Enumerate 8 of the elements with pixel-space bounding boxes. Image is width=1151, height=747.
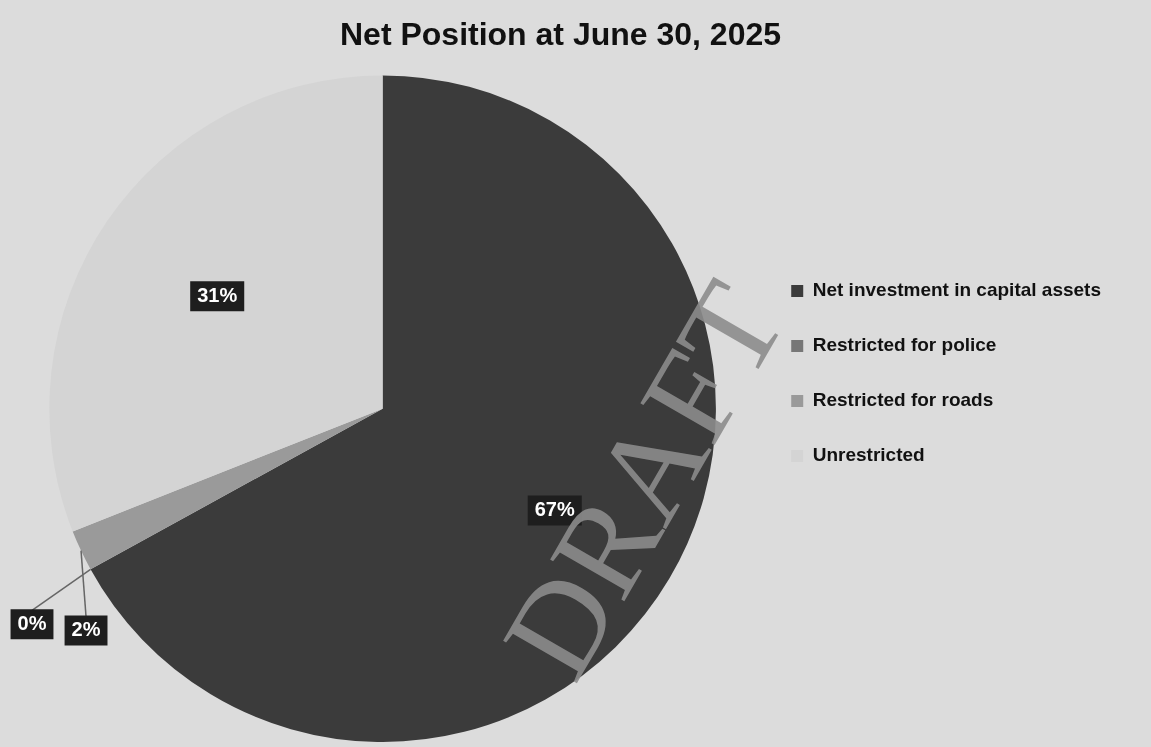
legend-label: Unrestricted <box>812 444 925 466</box>
chart-title: Net Position at June 30, 2025 <box>339 16 782 53</box>
legend-label: Restricted for roads <box>812 389 994 411</box>
legend-label: Net investment in capital assets <box>812 279 1102 301</box>
data-label: 2% <box>71 618 101 641</box>
legend-label: Restricted for police <box>812 334 997 356</box>
text: 0% <box>17 611 47 634</box>
data-label: 31% <box>197 283 238 306</box>
